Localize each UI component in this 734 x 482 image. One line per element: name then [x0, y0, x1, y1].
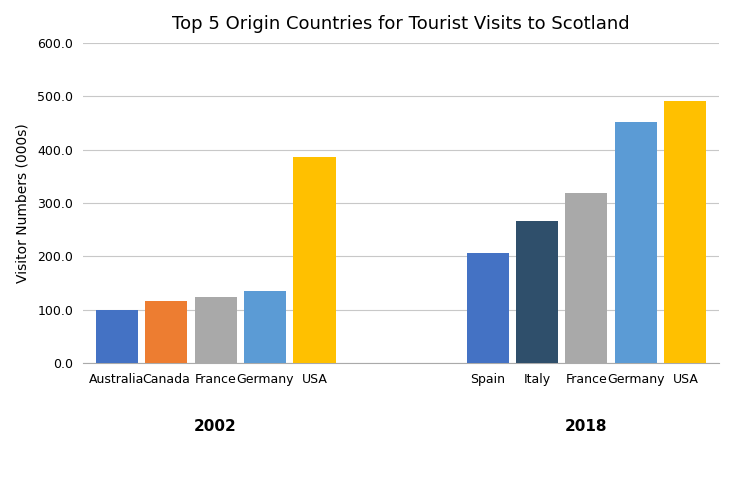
Bar — [664, 101, 706, 363]
Bar — [244, 291, 286, 363]
Text: 2002: 2002 — [195, 419, 237, 434]
Bar — [195, 297, 236, 363]
Title: Top 5 Origin Countries for Tourist Visits to Scotland: Top 5 Origin Countries for Tourist Visit… — [172, 15, 630, 33]
Bar — [294, 157, 335, 363]
Bar — [145, 301, 187, 363]
Bar — [615, 122, 657, 363]
Text: 2018: 2018 — [565, 419, 608, 434]
Bar — [565, 193, 608, 363]
Bar — [95, 309, 138, 363]
Bar — [516, 221, 558, 363]
Bar — [467, 253, 509, 363]
Y-axis label: Visitor Numbers (000s): Visitor Numbers (000s) — [15, 123, 29, 283]
